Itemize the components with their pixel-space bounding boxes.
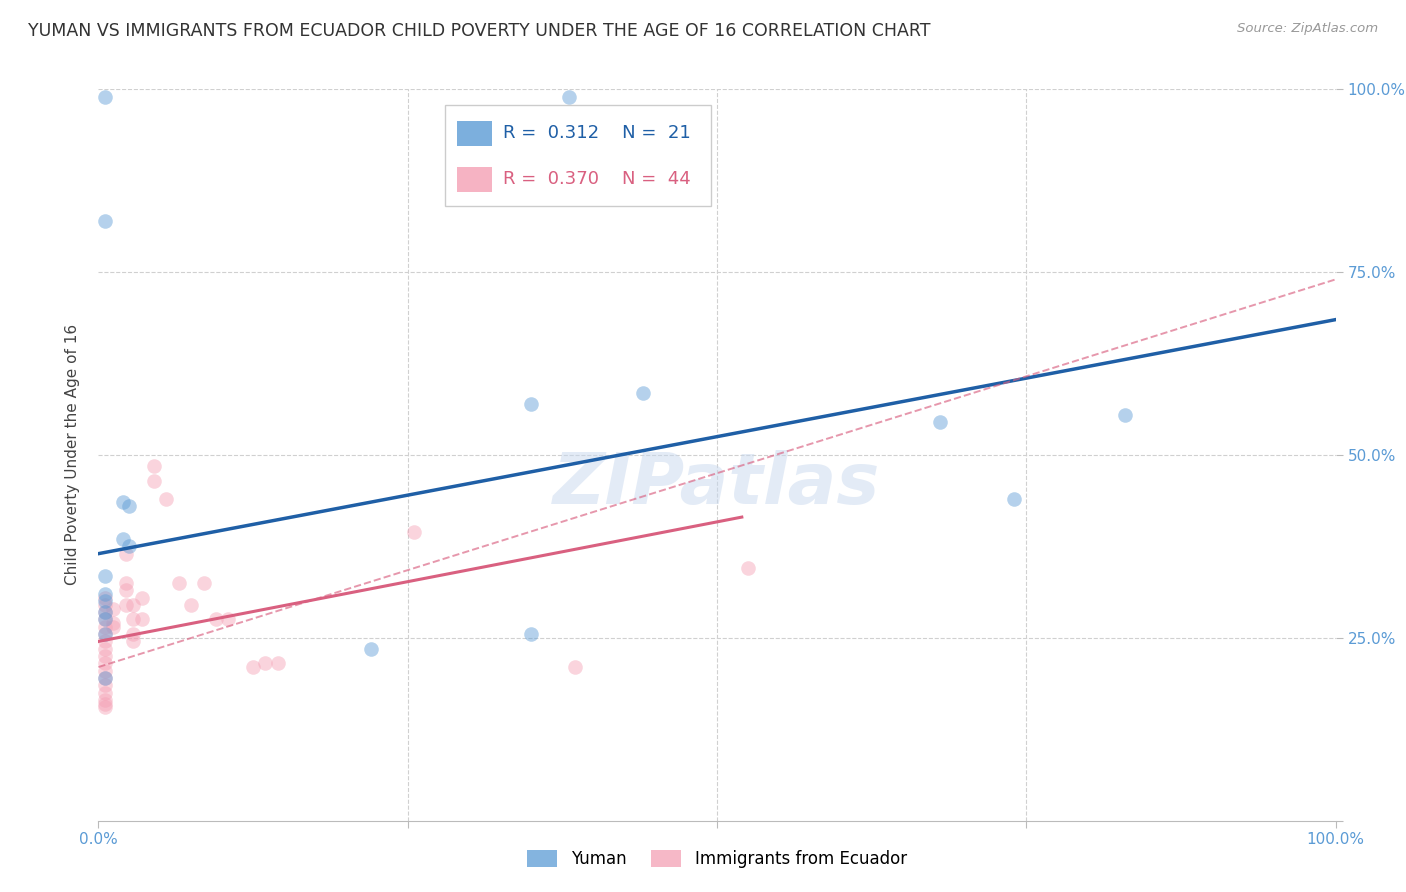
Point: [131, 591, 153, 605]
Point: [360, 641, 382, 656]
Point: [118, 539, 141, 553]
Point: [93, 627, 115, 641]
Point: [93, 693, 115, 707]
Text: ZIPatlas: ZIPatlas: [554, 450, 880, 518]
Point: [93, 587, 115, 601]
FancyBboxPatch shape: [457, 168, 492, 192]
Point: [118, 499, 141, 513]
Point: [103, 620, 125, 634]
Y-axis label: Child Poverty Under the Age of 16: Child Poverty Under the Age of 16: [65, 325, 80, 585]
Point: [122, 634, 145, 648]
Point: [242, 660, 264, 674]
Point: [93, 89, 115, 103]
Point: [217, 613, 239, 627]
Point: [402, 524, 425, 539]
Point: [143, 458, 166, 473]
Point: [122, 613, 145, 627]
Point: [93, 605, 115, 619]
Text: Source: ZipAtlas.com: Source: ZipAtlas.com: [1237, 22, 1378, 36]
Point: [93, 678, 115, 692]
Text: YUMAN VS IMMIGRANTS FROM ECUADOR CHILD POVERTY UNDER THE AGE OF 16 CORRELATION C: YUMAN VS IMMIGRANTS FROM ECUADOR CHILD P…: [28, 22, 931, 40]
Point: [93, 605, 115, 619]
Point: [122, 627, 145, 641]
Point: [167, 576, 190, 591]
Point: [103, 601, 125, 615]
Point: [114, 576, 136, 591]
Point: [193, 576, 215, 591]
Point: [93, 598, 115, 612]
Point: [93, 613, 115, 627]
Point: [122, 598, 145, 612]
Point: [520, 397, 543, 411]
Point: [93, 613, 115, 627]
Point: [93, 627, 115, 641]
Point: [93, 641, 115, 656]
Point: [93, 591, 115, 605]
Point: [112, 495, 135, 509]
Point: [180, 598, 202, 612]
Point: [93, 620, 115, 634]
Point: [114, 583, 136, 598]
Point: [1002, 491, 1025, 506]
Point: [93, 214, 115, 228]
Point: [103, 616, 125, 631]
Point: [112, 532, 135, 546]
Point: [143, 474, 166, 488]
Point: [205, 613, 228, 627]
Point: [267, 657, 290, 671]
Point: [93, 649, 115, 664]
Point: [93, 697, 115, 711]
Point: [93, 671, 115, 685]
Point: [93, 664, 115, 678]
Text: R =  0.312    N =  21: R = 0.312 N = 21: [503, 124, 690, 142]
Text: R =  0.370    N =  44: R = 0.370 N = 44: [503, 170, 690, 188]
Point: [93, 634, 115, 648]
Point: [155, 491, 177, 506]
Point: [737, 561, 759, 575]
Point: [114, 598, 136, 612]
Point: [631, 385, 654, 400]
Point: [114, 547, 136, 561]
Point: [1114, 408, 1136, 422]
Point: [131, 613, 153, 627]
Legend: Yuman, Immigrants from Ecuador: Yuman, Immigrants from Ecuador: [520, 843, 914, 874]
Point: [564, 660, 586, 674]
FancyBboxPatch shape: [444, 105, 711, 206]
Point: [93, 686, 115, 700]
Point: [557, 89, 579, 103]
Point: [928, 415, 950, 429]
Point: [93, 700, 115, 714]
Point: [93, 671, 115, 685]
Point: [93, 657, 115, 671]
FancyBboxPatch shape: [457, 121, 492, 145]
Point: [93, 568, 115, 582]
Point: [254, 657, 277, 671]
Point: [93, 594, 115, 608]
Point: [520, 627, 543, 641]
